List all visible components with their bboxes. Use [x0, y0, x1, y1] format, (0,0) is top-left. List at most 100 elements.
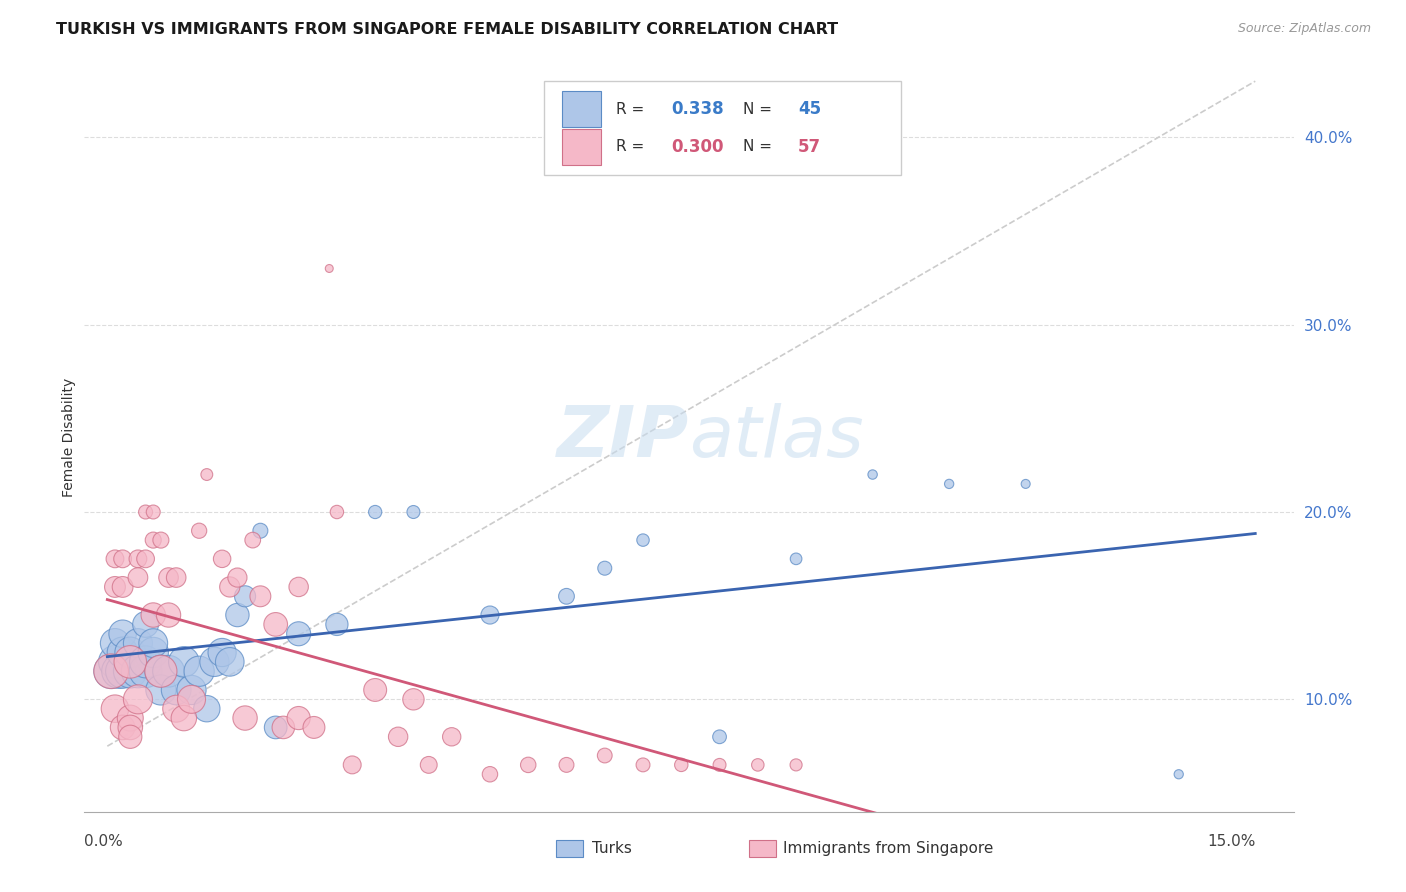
Point	[440, 730, 463, 744]
Point	[127, 551, 149, 566]
Point	[107, 664, 129, 679]
Point	[402, 692, 425, 706]
Point	[1014, 476, 1036, 491]
Point	[326, 617, 349, 632]
Point	[671, 758, 693, 772]
Point	[287, 626, 309, 640]
Text: R =: R =	[616, 102, 650, 117]
Point	[402, 505, 425, 519]
Point	[188, 664, 211, 679]
Point	[387, 730, 409, 744]
Point	[593, 561, 616, 575]
Point	[233, 589, 256, 603]
Point	[264, 721, 287, 735]
Text: Source: ZipAtlas.com: Source: ZipAtlas.com	[1237, 22, 1371, 36]
Point	[111, 580, 134, 594]
Point	[142, 636, 165, 650]
Point	[127, 636, 149, 650]
Point	[631, 533, 654, 547]
Point	[104, 655, 127, 669]
Point	[111, 721, 134, 735]
Point	[135, 664, 157, 679]
Bar	[562, 129, 600, 165]
Point	[180, 692, 202, 706]
Bar	[749, 840, 776, 856]
Point	[287, 711, 309, 725]
Point	[318, 261, 340, 276]
Point	[120, 711, 142, 725]
Point	[120, 721, 142, 735]
Point	[188, 524, 211, 538]
Text: atlas: atlas	[689, 402, 863, 472]
Point	[180, 683, 202, 698]
Point	[555, 758, 578, 772]
Point	[342, 758, 364, 772]
Point	[478, 767, 501, 781]
Point	[211, 551, 233, 566]
Point	[273, 721, 295, 735]
Point	[120, 655, 142, 669]
Point	[120, 664, 142, 679]
Text: R =: R =	[616, 139, 650, 154]
Bar	[562, 91, 600, 127]
Y-axis label: Female Disability: Female Disability	[62, 377, 76, 497]
Point	[157, 608, 180, 623]
Point	[418, 758, 440, 772]
Bar	[555, 840, 582, 856]
Point	[135, 505, 157, 519]
Point	[120, 730, 142, 744]
Point	[135, 551, 157, 566]
Point	[233, 711, 256, 725]
Point	[1167, 767, 1189, 781]
Point	[204, 655, 226, 669]
Point	[100, 664, 122, 679]
Point	[226, 608, 249, 623]
Point	[111, 551, 134, 566]
Point	[165, 683, 187, 698]
Point	[142, 533, 165, 547]
Point	[104, 580, 127, 594]
Point	[165, 701, 187, 715]
Point	[127, 692, 149, 706]
Point	[218, 655, 240, 669]
Point	[478, 608, 501, 623]
Point	[111, 664, 134, 679]
Point	[135, 655, 157, 669]
Text: 0.0%: 0.0%	[84, 834, 124, 849]
Point	[709, 730, 731, 744]
Point	[195, 701, 218, 715]
Point	[517, 758, 540, 772]
Point	[211, 646, 233, 660]
Point	[100, 664, 122, 679]
Point	[631, 758, 654, 772]
Point	[142, 505, 165, 519]
Text: N =: N =	[744, 139, 778, 154]
Point	[149, 664, 172, 679]
Text: Turks: Turks	[592, 841, 633, 856]
Point	[785, 551, 807, 566]
Point	[785, 758, 807, 772]
Point	[709, 758, 731, 772]
Point	[249, 524, 271, 538]
Point	[173, 711, 195, 725]
Point	[111, 646, 134, 660]
Text: 0.300: 0.300	[671, 138, 723, 156]
Point	[127, 664, 149, 679]
Point	[157, 571, 180, 585]
Point	[555, 589, 578, 603]
Point	[747, 758, 769, 772]
Point	[142, 646, 165, 660]
Point	[326, 505, 349, 519]
Text: 0.338: 0.338	[671, 100, 724, 118]
Point	[104, 551, 127, 566]
Point	[218, 580, 240, 594]
Text: ZIP: ZIP	[557, 402, 689, 472]
Point	[264, 617, 287, 632]
Point	[302, 721, 325, 735]
Point	[242, 533, 264, 547]
Point	[938, 476, 960, 491]
Text: TURKISH VS IMMIGRANTS FROM SINGAPORE FEMALE DISABILITY CORRELATION CHART: TURKISH VS IMMIGRANTS FROM SINGAPORE FEM…	[56, 22, 838, 37]
Point	[593, 748, 616, 763]
Text: N =: N =	[744, 102, 778, 117]
Point	[149, 533, 172, 547]
